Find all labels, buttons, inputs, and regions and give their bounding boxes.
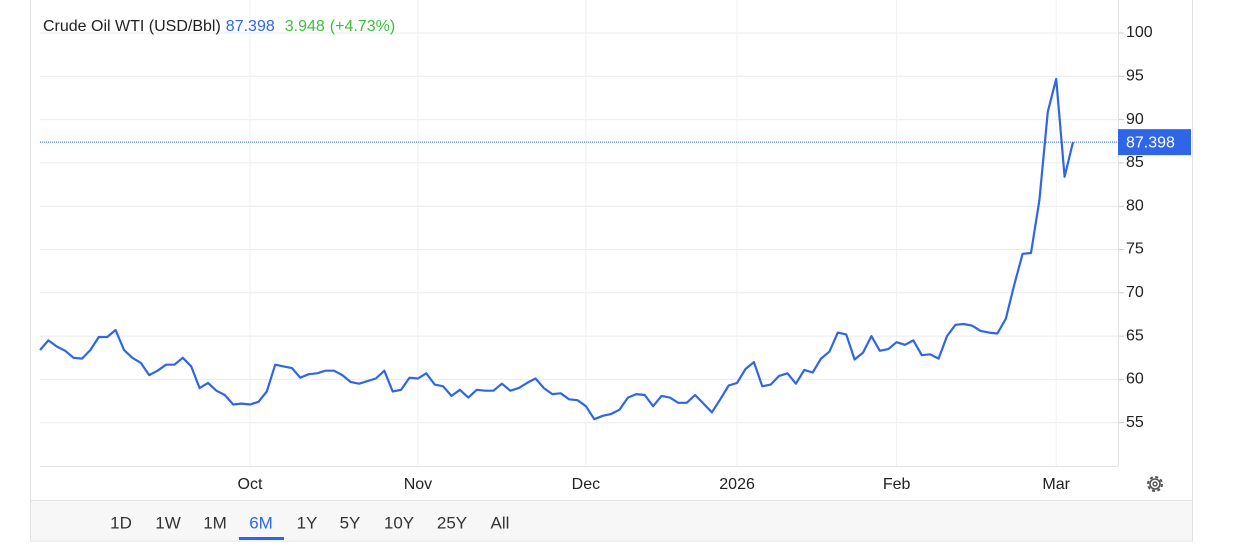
x-tick-label: Feb <box>883 476 911 493</box>
y-tick-label: 65 <box>1126 327 1144 344</box>
range-button[interactable]: 1Y <box>297 513 318 532</box>
chart-header: Crude Oil WTI (USD/Bbl) 87.398 3.948 (+4.73… <box>43 18 395 35</box>
last-price: 87.398 <box>226 18 275 35</box>
chart-title: Crude Oil WTI (USD/Bbl) <box>43 18 221 35</box>
grid <box>40 0 1124 467</box>
x-tick-label: Nov <box>404 476 432 493</box>
x-tick-label: Oct <box>238 476 263 493</box>
y-tick-label: 80 <box>1126 197 1144 214</box>
y-tick-label: 70 <box>1126 284 1144 301</box>
change: 3.948 <box>285 18 325 35</box>
widget-frame <box>30 0 1193 542</box>
last-price-badge <box>1118 129 1191 156</box>
y-tick-label: 85 <box>1126 154 1144 171</box>
range-button[interactable]: 6M <box>249 513 273 532</box>
gear-teeth <box>1147 476 1163 492</box>
y-tick-label: 95 <box>1126 68 1144 85</box>
gear-hole <box>1152 481 1158 487</box>
range-button[interactable]: 1D <box>110 513 132 532</box>
range-button-active-underline <box>239 537 284 540</box>
settings-icon[interactable] <box>1147 476 1163 492</box>
range-button[interactable]: 25Y <box>437 513 467 532</box>
x-tick-label: Dec <box>572 476 600 493</box>
y-tick-label: 60 <box>1126 371 1144 388</box>
last-price-badge-label: 87.398 <box>1126 134 1175 151</box>
gear-body <box>1149 478 1161 490</box>
plot <box>39 77 1118 421</box>
range-button[interactable]: 1W <box>155 513 181 532</box>
range-bar <box>31 500 1192 540</box>
y-tick-label: 75 <box>1126 241 1144 258</box>
x-tick-label: 2026 <box>719 476 755 493</box>
range-button[interactable]: 1M <box>203 513 227 532</box>
x-tick-label: Mar <box>1042 476 1070 493</box>
y-tick-label: 55 <box>1126 414 1144 431</box>
range-button[interactable]: All <box>491 513 510 532</box>
y-tick-label: 100 <box>1126 24 1153 41</box>
price-line <box>39 77 1075 421</box>
change-percent: (+4.73%) <box>330 18 395 35</box>
range-button[interactable]: 5Y <box>340 513 361 532</box>
y-tick-label: 90 <box>1126 111 1144 128</box>
range-button[interactable]: 10Y <box>384 513 414 532</box>
